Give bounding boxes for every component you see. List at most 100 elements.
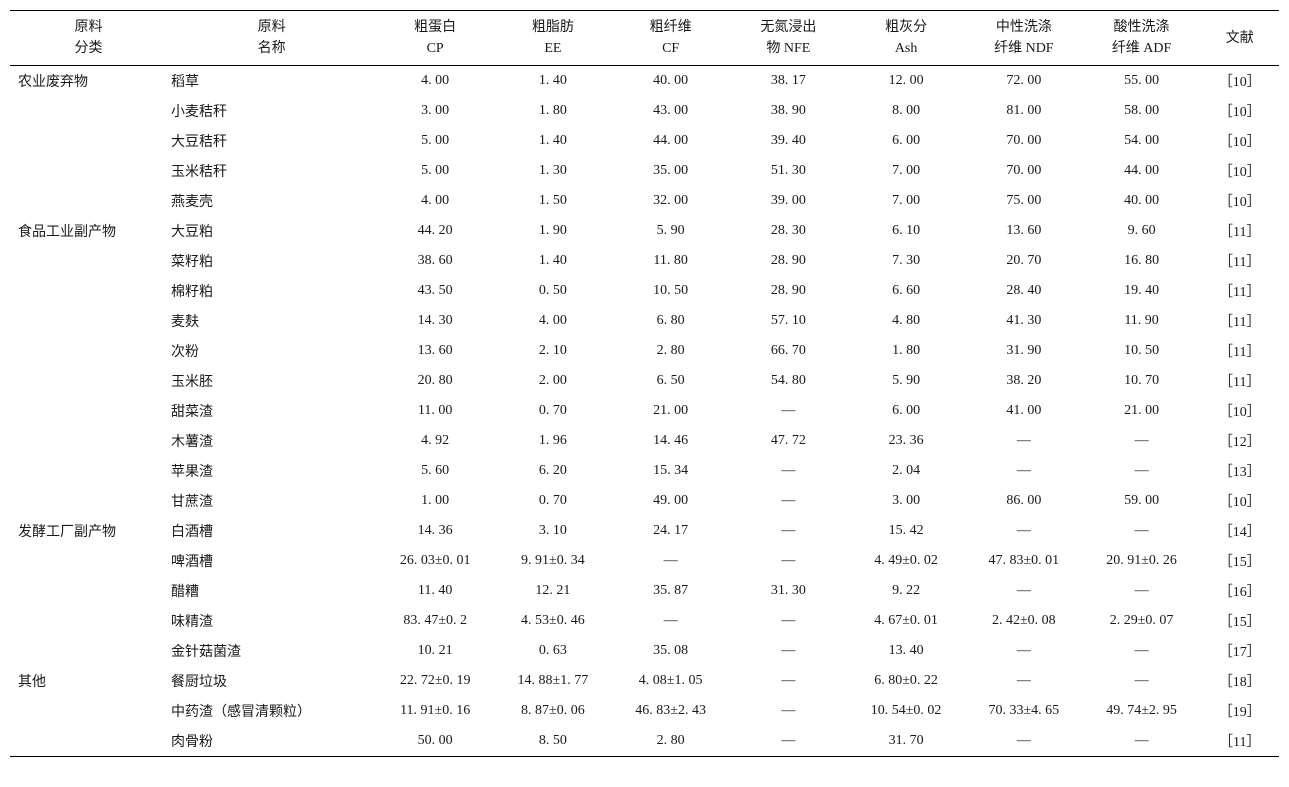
table-body: 农业废弃物稻草4. 001. 4040. 0038. 1712. 0072. 0… xyxy=(10,66,1279,757)
cell-ash: 3. 00 xyxy=(847,486,965,516)
cell-name: 啤酒槽 xyxy=(167,546,376,576)
cell-adf: 54. 00 xyxy=(1083,126,1201,156)
cell-cp: 43. 50 xyxy=(376,276,494,306)
cell-cf: 44. 00 xyxy=(612,126,730,156)
cell-cf: 2. 80 xyxy=(612,726,730,757)
cell-ndf: 41. 30 xyxy=(965,306,1083,336)
cell-ndf: — xyxy=(965,456,1083,486)
cell-ref: ［10］ xyxy=(1200,396,1279,426)
cell-ref: ［10］ xyxy=(1200,66,1279,97)
cell-ref: ［11］ xyxy=(1200,276,1279,306)
cell-adf: — xyxy=(1083,516,1201,546)
cell-ash: 9. 22 xyxy=(847,576,965,606)
table-row: 肉骨粉50. 008. 502. 80—31. 70——［11］ xyxy=(10,726,1279,757)
cell-cf: 35. 87 xyxy=(612,576,730,606)
cell-ee: 0. 50 xyxy=(494,276,612,306)
header-ee: 粗脂肪EE xyxy=(494,11,612,66)
cell-cf: 10. 50 xyxy=(612,276,730,306)
cell-nfe: — xyxy=(730,636,848,666)
cell-ee: 1. 40 xyxy=(494,66,612,97)
cell-ash: 2. 04 xyxy=(847,456,965,486)
header-nfe: 无氮浸出物 NFE xyxy=(730,11,848,66)
table-row: 其他餐厨垃圾22. 72±0. 1914. 88±1. 774. 08±1. 0… xyxy=(10,666,1279,696)
cell-cp: 4. 92 xyxy=(376,426,494,456)
cell-nfe: 51. 30 xyxy=(730,156,848,186)
cell-name: 次粉 xyxy=(167,336,376,366)
cell-ee: 1. 90 xyxy=(494,216,612,246)
cell-ndf: — xyxy=(965,726,1083,757)
cell-name: 白酒槽 xyxy=(167,516,376,546)
cell-ndf: — xyxy=(965,426,1083,456)
cell-ndf: — xyxy=(965,576,1083,606)
cell-cp: 11. 40 xyxy=(376,576,494,606)
cell-adf: 11. 90 xyxy=(1083,306,1201,336)
cell-cp: 14. 36 xyxy=(376,516,494,546)
table-row: 甜菜渣11. 000. 7021. 00—6. 0041. 0021. 00［1… xyxy=(10,396,1279,426)
cell-ndf: 81. 00 xyxy=(965,96,1083,126)
cell-nfe: 28. 90 xyxy=(730,276,848,306)
cell-cp: 14. 30 xyxy=(376,306,494,336)
cell-nfe: — xyxy=(730,696,848,726)
cell-cp: 13. 60 xyxy=(376,336,494,366)
cell-adf: — xyxy=(1083,426,1201,456)
cell-cf: 6. 80 xyxy=(612,306,730,336)
cell-cp: 4. 00 xyxy=(376,66,494,97)
cell-ash: 7. 00 xyxy=(847,156,965,186)
cell-ash: 8. 00 xyxy=(847,96,965,126)
cell-cf: — xyxy=(612,546,730,576)
cell-ash: 1. 80 xyxy=(847,336,965,366)
cell-ash: 4. 67±0. 01 xyxy=(847,606,965,636)
cell-name: 金针菇菌渣 xyxy=(167,636,376,666)
cell-cp: 5. 60 xyxy=(376,456,494,486)
cell-ee: 0. 70 xyxy=(494,486,612,516)
cell-cf: 4. 08±1. 05 xyxy=(612,666,730,696)
cell-cf: 21. 00 xyxy=(612,396,730,426)
cell-category xyxy=(10,246,167,276)
cell-cf: 24. 17 xyxy=(612,516,730,546)
cell-adf: 9. 60 xyxy=(1083,216,1201,246)
cell-ash: 4. 80 xyxy=(847,306,965,336)
cell-name: 餐厨垃圾 xyxy=(167,666,376,696)
header-line1: 原料 xyxy=(74,20,102,35)
header-line2: Ash xyxy=(895,41,918,56)
cell-ref: ［18］ xyxy=(1200,666,1279,696)
cell-cp: 1. 00 xyxy=(376,486,494,516)
cell-cp: 26. 03±0. 01 xyxy=(376,546,494,576)
cell-ndf: 2. 42±0. 08 xyxy=(965,606,1083,636)
cell-category xyxy=(10,636,167,666)
cell-cp: 50. 00 xyxy=(376,726,494,757)
cell-ref: ［15］ xyxy=(1200,546,1279,576)
table-row: 醋糟11. 4012. 2135. 8731. 309. 22——［16］ xyxy=(10,576,1279,606)
cell-cp: 10. 21 xyxy=(376,636,494,666)
cell-ee: 1. 80 xyxy=(494,96,612,126)
cell-ref: ［11］ xyxy=(1200,216,1279,246)
feed-composition-table: 原料分类原料名称粗蛋白CP粗脂肪EE粗纤维CF无氮浸出物 NFE粗灰分Ash中性… xyxy=(10,10,1279,757)
cell-category xyxy=(10,276,167,306)
cell-nfe: 28. 30 xyxy=(730,216,848,246)
cell-ndf: 75. 00 xyxy=(965,186,1083,216)
cell-adf: 58. 00 xyxy=(1083,96,1201,126)
cell-nfe: 31. 30 xyxy=(730,576,848,606)
header-cf: 粗纤维CF xyxy=(612,11,730,66)
header-line1: 中性洗涤 xyxy=(996,20,1052,35)
header-line2: 分类 xyxy=(74,41,102,56)
cell-cp: 44. 20 xyxy=(376,216,494,246)
cell-ee: 6. 20 xyxy=(494,456,612,486)
cell-ash: 6. 00 xyxy=(847,126,965,156)
table-row: 甘蔗渣1. 000. 7049. 00—3. 0086. 0059. 00［10… xyxy=(10,486,1279,516)
cell-ref: ［10］ xyxy=(1200,486,1279,516)
cell-adf: — xyxy=(1083,666,1201,696)
cell-name: 麦麸 xyxy=(167,306,376,336)
cell-cf: 43. 00 xyxy=(612,96,730,126)
cell-ee: 14. 88±1. 77 xyxy=(494,666,612,696)
cell-ref: ［11］ xyxy=(1200,306,1279,336)
header-name: 原料名称 xyxy=(167,11,376,66)
cell-category xyxy=(10,396,167,426)
table-row: 菜籽粕38. 601. 4011. 8028. 907. 3020. 7016.… xyxy=(10,246,1279,276)
cell-ref: ［10］ xyxy=(1200,96,1279,126)
table-row: 苹果渣5. 606. 2015. 34—2. 04——［13］ xyxy=(10,456,1279,486)
cell-nfe: — xyxy=(730,396,848,426)
cell-category xyxy=(10,456,167,486)
cell-nfe: 47. 72 xyxy=(730,426,848,456)
cell-nfe: — xyxy=(730,546,848,576)
